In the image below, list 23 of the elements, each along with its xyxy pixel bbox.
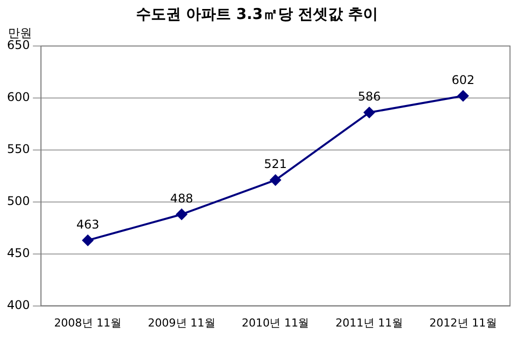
x-tick-label: 2008년 11월 (54, 316, 122, 330)
chart-title: 수도권 아파트 3.3㎡당 전셋값 추이 (136, 4, 378, 23)
x-tick-label: 2011년 11월 (336, 316, 404, 330)
point (364, 107, 375, 118)
x-tick-label: 2009년 11월 (148, 316, 216, 330)
point (176, 208, 188, 220)
y-tick-label: 550 (7, 142, 30, 156)
y-axis-title: 만원 (8, 26, 32, 40)
data-label: 463 (76, 217, 100, 232)
data-label: 586 (358, 90, 381, 104)
y-tick-label: 450 (7, 246, 30, 260)
x-tick-label: 2012년 11월 (429, 316, 497, 330)
y-tick-label: 600 (7, 90, 30, 104)
data-label: 488 (170, 191, 194, 206)
y-tick-label: 400 (7, 298, 30, 312)
point (82, 234, 94, 246)
data-label: 521 (264, 157, 287, 172)
y-tick-label: 650 (7, 38, 30, 52)
data-label: 602 (452, 73, 475, 88)
point (270, 174, 281, 186)
x-tick-label: 2010년 11월 (242, 316, 310, 330)
point (458, 90, 469, 102)
y-tick-label: 500 (7, 194, 30, 208)
